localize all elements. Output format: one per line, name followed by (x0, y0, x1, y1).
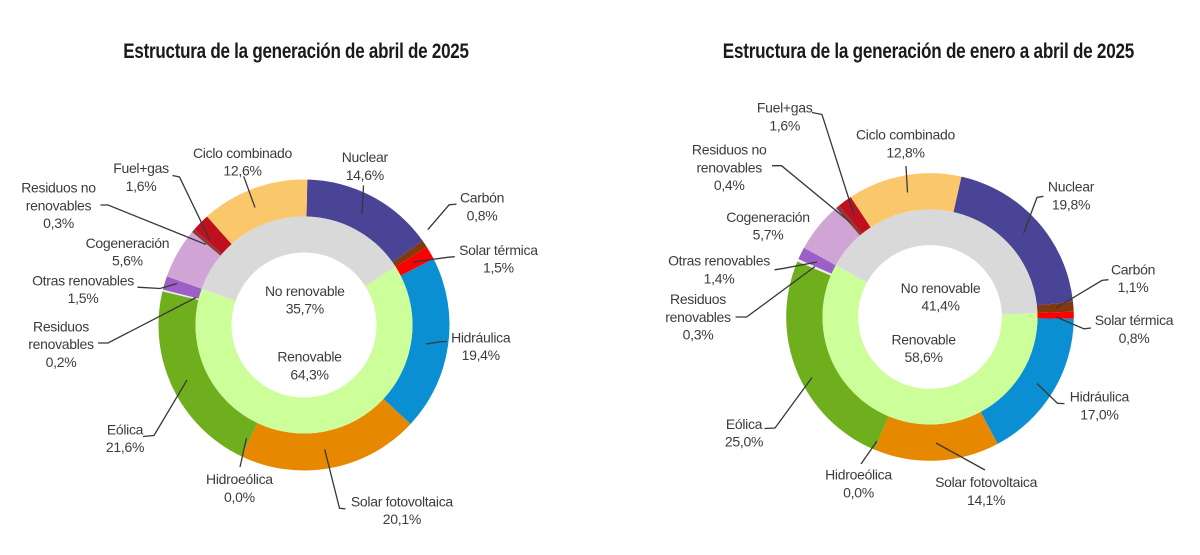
svg-text:1,5%: 1,5% (483, 260, 514, 276)
svg-text:Renovable: Renovable (891, 331, 956, 347)
svg-text:Ciclo combinado: Ciclo combinado (193, 145, 293, 161)
svg-text:Otras renovables: Otras renovables (668, 253, 770, 269)
svg-text:Fuel+gas: Fuel+gas (757, 100, 813, 116)
svg-text:0,8%: 0,8% (467, 208, 498, 224)
svg-text:Carbón: Carbón (1111, 261, 1155, 277)
svg-text:5,7%: 5,7% (753, 227, 784, 243)
svg-text:No renovable: No renovable (901, 280, 981, 296)
svg-text:14,1%: 14,1% (967, 492, 1005, 508)
svg-text:0,3%: 0,3% (683, 327, 714, 343)
svg-text:0,3%: 0,3% (43, 215, 74, 231)
svg-text:0,4%: 0,4% (714, 177, 745, 193)
svg-text:renovables: renovables (696, 159, 762, 175)
svg-text:renovables: renovables (665, 309, 731, 325)
svg-text:1,6%: 1,6% (769, 118, 800, 134)
svg-text:Solar térmica: Solar térmica (1095, 312, 1174, 328)
svg-text:21,6%: 21,6% (106, 439, 144, 455)
svg-text:Hidráulica: Hidráulica (451, 329, 511, 345)
svg-text:19,4%: 19,4% (462, 347, 500, 363)
svg-text:Fuel+gas: Fuel+gas (113, 160, 169, 176)
svg-text:Eólica: Eólica (726, 416, 763, 432)
svg-text:0,8%: 0,8% (1119, 330, 1150, 346)
svg-text:Nuclear: Nuclear (342, 149, 389, 165)
svg-text:Cogeneración: Cogeneración (86, 235, 170, 251)
svg-text:12,8%: 12,8% (886, 144, 924, 160)
svg-text:Estructura de la generación de: Estructura de la generación de abril de … (123, 40, 469, 63)
svg-text:renovables: renovables (28, 336, 94, 352)
svg-text:No renovable: No renovable (265, 283, 345, 299)
svg-text:Hidroeólica: Hidroeólica (206, 471, 273, 487)
svg-text:Otras renovables: Otras renovables (32, 272, 134, 288)
svg-text:Nuclear: Nuclear (1048, 179, 1095, 195)
svg-text:0,0%: 0,0% (843, 485, 874, 501)
svg-text:64,3%: 64,3% (290, 366, 328, 382)
svg-text:20,1%: 20,1% (383, 511, 421, 527)
svg-text:Estructura de la generación de: Estructura de la generación de enero a a… (723, 40, 1135, 63)
svg-text:1,6%: 1,6% (126, 178, 157, 194)
svg-text:renovables: renovables (26, 197, 92, 213)
svg-text:19,8%: 19,8% (1052, 196, 1090, 212)
svg-text:35,7%: 35,7% (286, 301, 324, 317)
svg-text:Renovable: Renovable (277, 349, 342, 365)
svg-text:58,6%: 58,6% (904, 349, 942, 365)
svg-text:Residuos no: Residuos no (21, 180, 96, 196)
svg-text:25,0%: 25,0% (725, 434, 763, 450)
svg-text:17,0%: 17,0% (1080, 406, 1118, 422)
svg-text:41,4%: 41,4% (921, 298, 959, 314)
svg-text:Solar térmica: Solar térmica (459, 242, 538, 258)
svg-text:14,6%: 14,6% (346, 167, 384, 183)
svg-text:1,1%: 1,1% (1118, 279, 1149, 295)
svg-text:Carbón: Carbón (460, 190, 504, 206)
svg-text:0,2%: 0,2% (46, 354, 77, 370)
svg-text:5,6%: 5,6% (112, 253, 143, 269)
svg-text:Residuos no: Residuos no (692, 142, 767, 158)
svg-text:Hidráulica: Hidráulica (1070, 389, 1130, 405)
svg-text:Solar fotovoltaica: Solar fotovoltaica (351, 493, 454, 509)
svg-text:1,4%: 1,4% (704, 270, 735, 286)
svg-text:Eólica: Eólica (107, 421, 144, 437)
svg-text:12,6%: 12,6% (223, 163, 261, 179)
svg-text:Residuos: Residuos (670, 291, 726, 307)
svg-text:0,0%: 0,0% (224, 489, 255, 505)
svg-text:1,5%: 1,5% (68, 290, 99, 306)
svg-text:Solar fotovoltaica: Solar fotovoltaica (935, 474, 1038, 490)
svg-text:Hidroeólica: Hidroeólica (825, 467, 892, 483)
svg-text:Residuos: Residuos (33, 318, 89, 334)
svg-text:Cogeneración: Cogeneración (726, 209, 810, 225)
svg-text:Ciclo combinado: Ciclo combinado (856, 127, 956, 143)
